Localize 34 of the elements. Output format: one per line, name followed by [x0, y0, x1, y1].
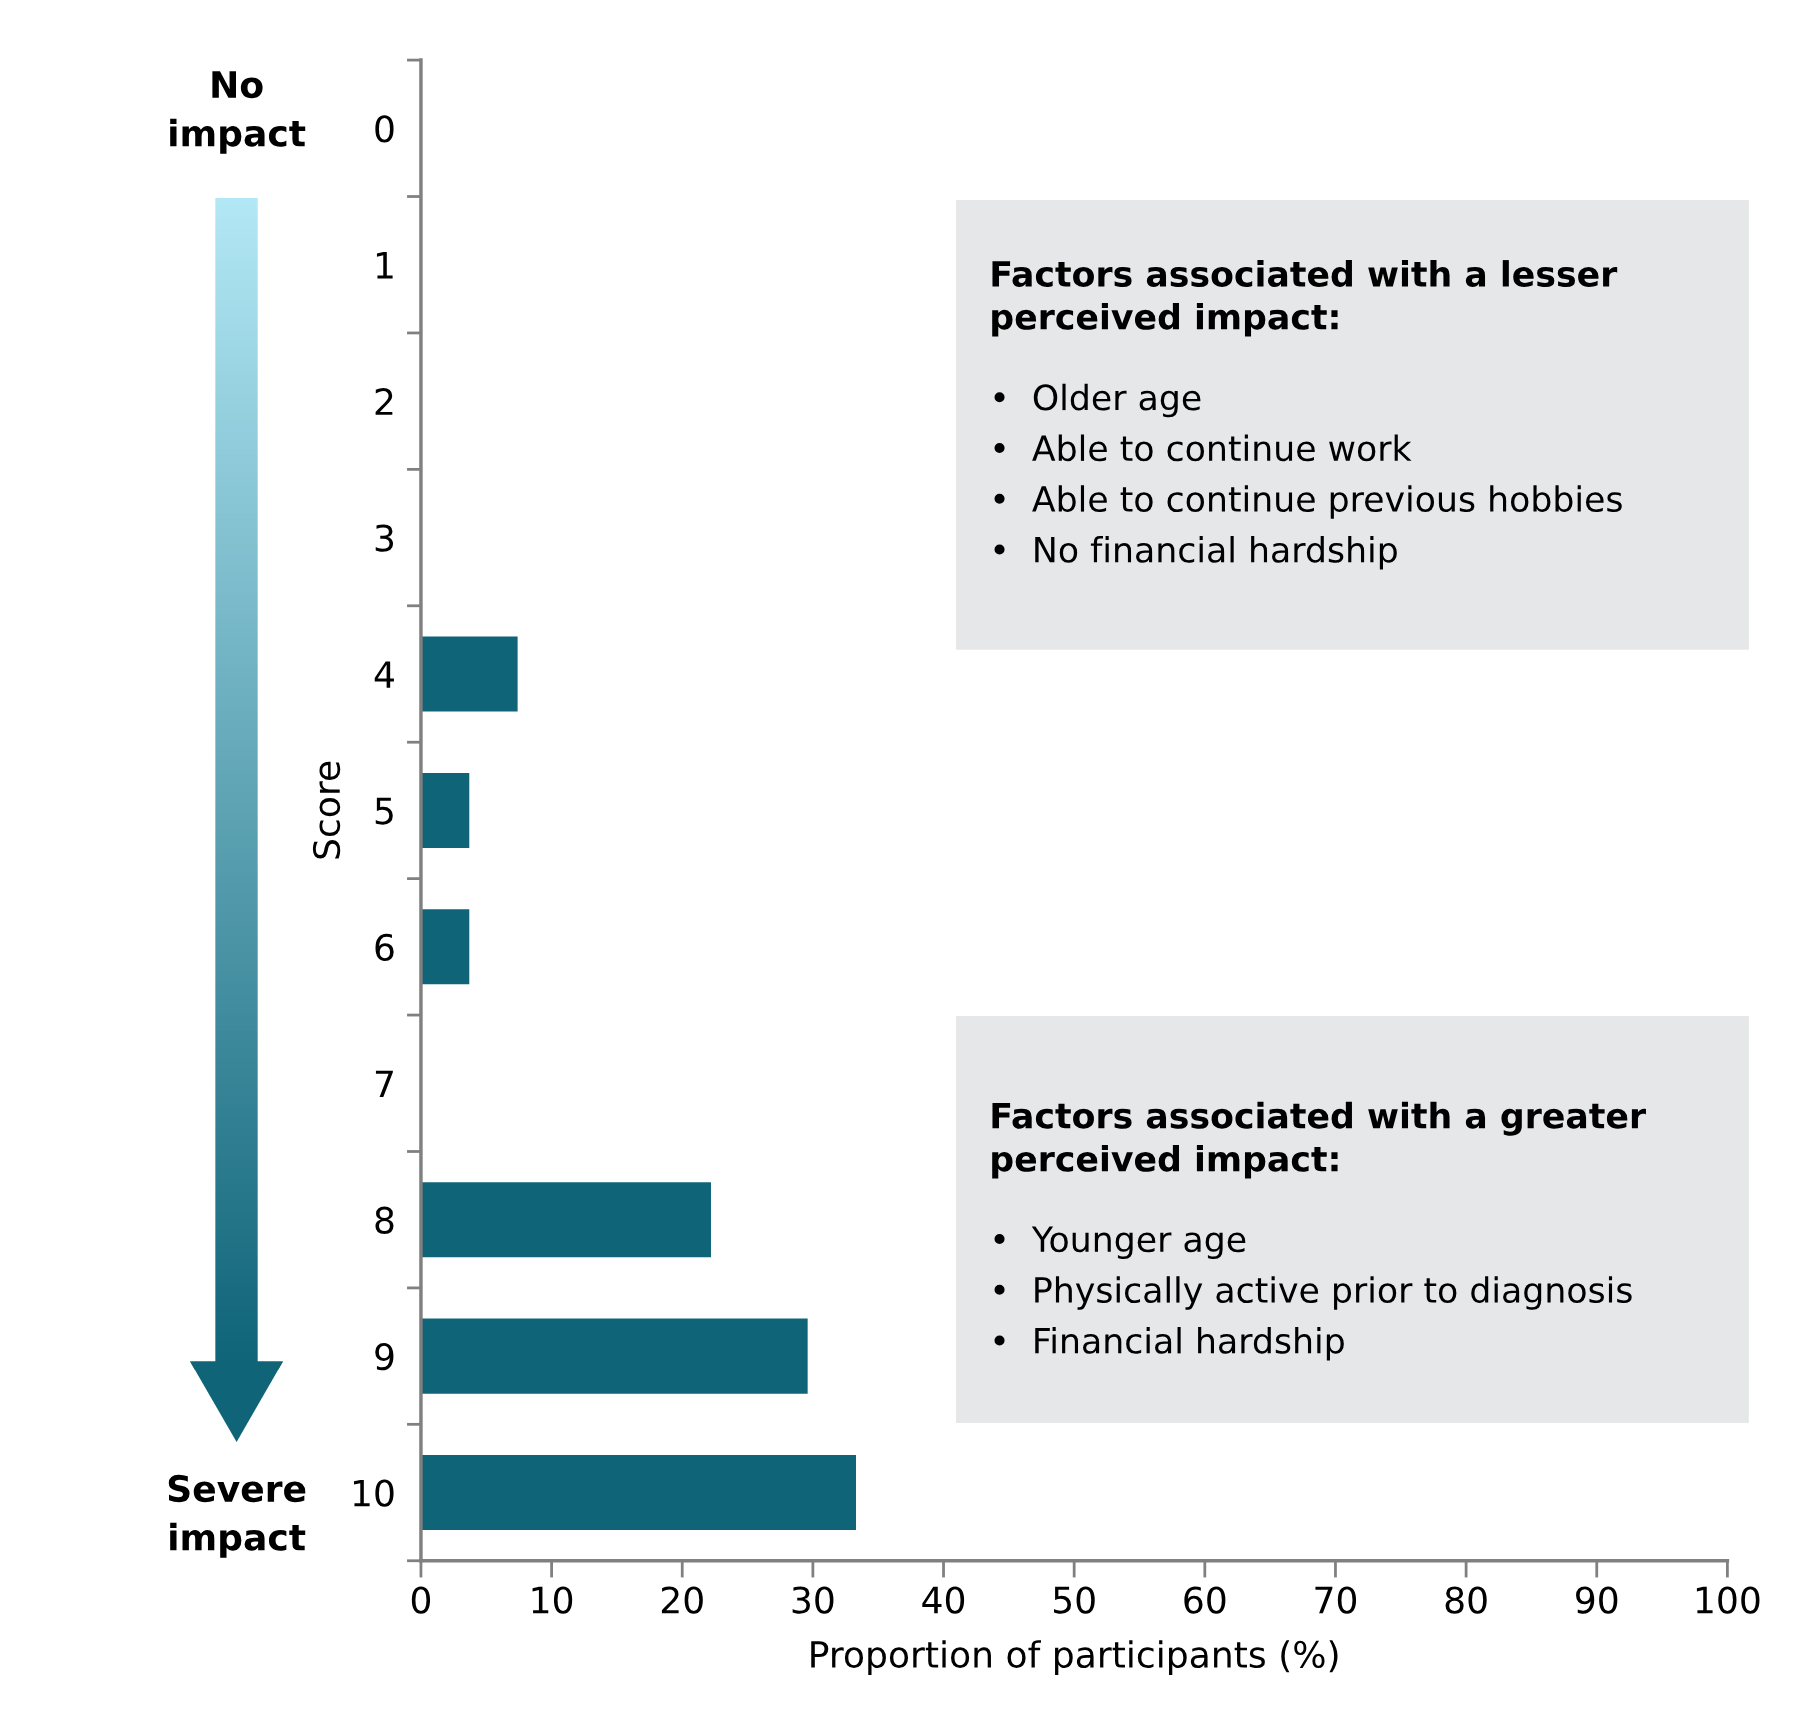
y-tick-label: 2 — [375, 388, 393, 415]
x-tick-label: 70 — [1315, 1586, 1357, 1614]
y-tick-label: 10 — [353, 1479, 394, 1507]
y-axis-title: Score — [312, 761, 341, 859]
x-tick-label: 40 — [922, 1586, 965, 1614]
y-tick-label: 6 — [375, 933, 394, 962]
y-tick-label: 3 — [375, 524, 394, 552]
x-tick-label: 100 — [1696, 1586, 1760, 1614]
y-tick-label: 8 — [375, 1206, 394, 1234]
text: Factors associated with a lesser perceived impact: • Older age • Able to continue work • Able to continue previous hobbies • No financial hardship — [992, 260, 1622, 570]
x-tick-label: 50 — [1053, 1586, 1095, 1614]
y-tick-label: 0 — [375, 115, 394, 143]
bar — [420, 772, 470, 848]
bar — [420, 636, 518, 712]
y-tick-label: 9 — [375, 1343, 394, 1371]
bar — [420, 1182, 711, 1258]
x-tick-label: 60 — [1184, 1586, 1226, 1614]
x-tick-label: 10 — [532, 1586, 573, 1614]
y-tick-label: 4 — [374, 661, 394, 688]
x-axis-title: Proportion of participants (%) — [811, 1640, 1338, 1676]
x-tick-label: 0 — [411, 1586, 431, 1614]
y-tick-label: 5 — [375, 797, 393, 825]
text: Severe impact — [168, 1474, 306, 1558]
x-tick-label: 30 — [792, 1586, 834, 1614]
x-tick-label: 80 — [1445, 1586, 1487, 1614]
y-tick-label: 1 — [376, 252, 393, 279]
bar — [420, 909, 470, 985]
text: Factors associated with a greater perceived impact: • Younger age • Physically active prior to diagnosis • Financial hardship — [992, 1101, 1646, 1361]
x-tick-label: 90 — [1576, 1586, 1618, 1614]
bar — [420, 1318, 808, 1394]
x-tick-label: 20 — [661, 1586, 703, 1614]
y-tick-label: 7 — [375, 1070, 393, 1097]
text: No impact — [170, 71, 306, 154]
bar — [420, 1455, 856, 1531]
